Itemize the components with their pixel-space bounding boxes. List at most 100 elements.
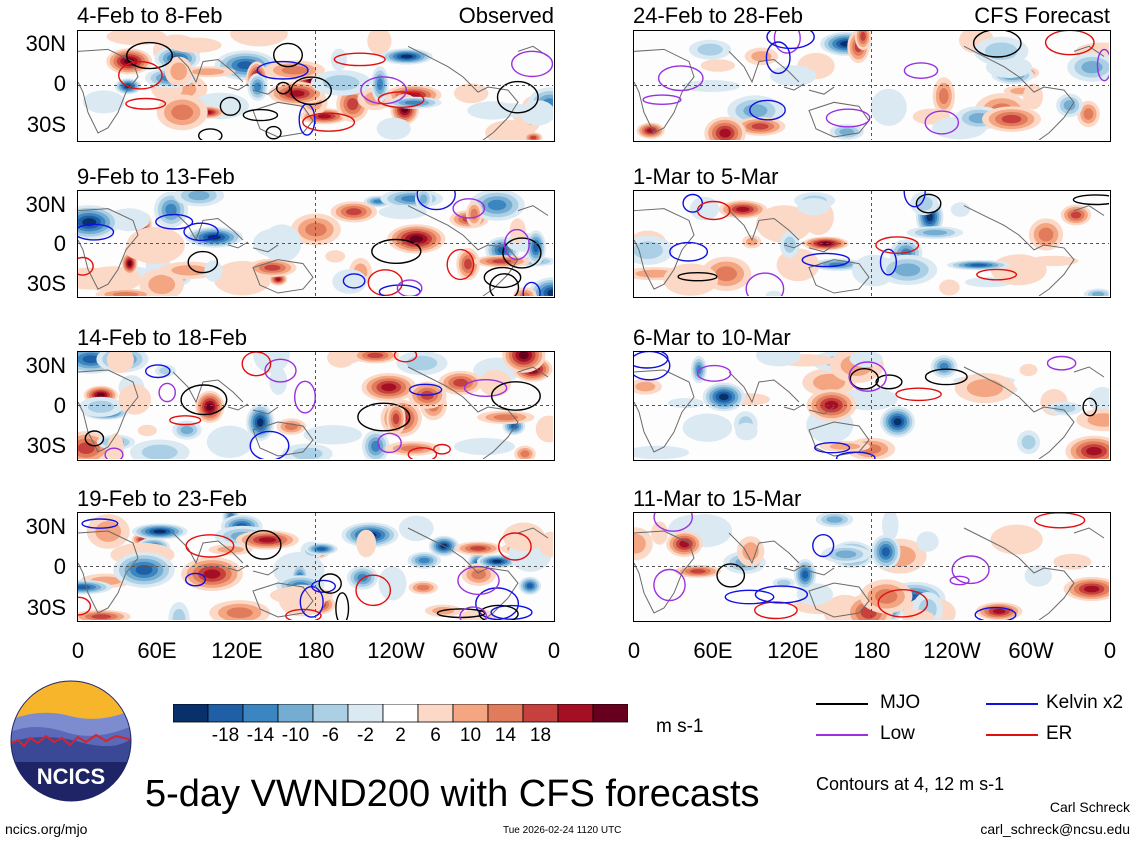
author-email: carl_schreck@ncsu.edu — [980, 821, 1130, 837]
anomaly-blob — [378, 205, 427, 220]
anomaly-blob — [171, 104, 194, 121]
contour-line — [1046, 355, 1077, 371]
anomaly-blob — [118, 384, 152, 415]
anomaly-blob — [1087, 413, 1109, 427]
anomaly-blob — [470, 546, 486, 551]
legend-label-kelvin: Kelvin x2 — [1046, 692, 1124, 713]
contour-line — [104, 447, 124, 459]
anomaly-blob — [303, 425, 363, 445]
anomaly-blob — [509, 218, 526, 244]
contour-line — [245, 530, 282, 560]
contour-line — [716, 563, 746, 588]
contour-line — [355, 574, 392, 607]
contour-line — [696, 364, 732, 382]
anomaly-blob — [751, 123, 769, 130]
anomaly-field — [636, 31, 1109, 140]
contour-line — [974, 606, 1017, 620]
anomaly-blob — [91, 614, 112, 619]
anomaly-blob — [464, 258, 472, 270]
coastline — [517, 366, 549, 378]
legend-line-mjo — [816, 703, 868, 705]
anomaly-blob — [1091, 291, 1105, 296]
anomaly-blob — [292, 447, 323, 459]
anomaly-blob — [206, 403, 214, 411]
contour-line — [895, 387, 942, 402]
anomaly-blob — [682, 413, 733, 442]
anomaly-blob — [826, 516, 843, 523]
anomaly-blob — [275, 277, 281, 281]
anomaly-blob — [264, 264, 281, 271]
panel-source-label: Observed — [458, 3, 554, 28]
colorbar-swatch — [592, 704, 628, 723]
contour-line — [825, 108, 871, 128]
contour-line — [773, 31, 801, 54]
coastline — [407, 527, 519, 620]
anomaly-blob — [493, 103, 531, 118]
coastline — [78, 48, 139, 134]
contour-line — [1072, 194, 1109, 206]
anomaly-blob — [106, 31, 167, 46]
contour-line — [275, 81, 291, 95]
contour-line — [242, 108, 279, 122]
anomaly-blob — [535, 415, 553, 443]
contour-line — [766, 31, 815, 50]
panel-source-label: CFS Forecast — [974, 3, 1110, 28]
anomaly-blob — [203, 569, 221, 579]
timestamp: Tue 2026-02-24 1120 UTC — [503, 825, 622, 836]
anomaly-blob — [454, 438, 515, 455]
colorbar-swatch — [347, 704, 384, 723]
anomaly-blob — [367, 31, 392, 55]
contour-line — [78, 596, 92, 616]
panel-title: 9-Feb to 13-Feb — [77, 164, 235, 189]
anomaly-blob — [78, 442, 95, 454]
anomaly-blob — [1023, 83, 1043, 110]
anomaly-blob — [797, 198, 831, 216]
contour-line — [463, 379, 508, 398]
anomaly-blob — [137, 424, 157, 437]
contour-line — [497, 532, 532, 561]
anomaly-blob — [141, 444, 178, 459]
anomaly-blob — [634, 533, 646, 554]
anomaly-blob — [479, 369, 512, 397]
contour-line — [669, 241, 709, 262]
x-tick-label: 60W — [1008, 638, 1054, 663]
contour-line — [185, 534, 235, 558]
coastline — [634, 530, 695, 614]
contour-line — [1082, 397, 1098, 417]
anomaly-blob — [471, 569, 487, 580]
legend-label-er: ER — [1046, 723, 1073, 744]
contour-line — [265, 125, 282, 140]
anomaly-blob — [1063, 100, 1076, 111]
contour-line — [145, 364, 171, 379]
contour-line — [272, 42, 303, 68]
map-panel — [633, 351, 1111, 461]
contour-line — [765, 41, 791, 75]
contour-line — [903, 62, 939, 79]
coastline — [227, 83, 279, 95]
contour-line — [219, 96, 241, 116]
colorbar-tick-label: 14 — [494, 725, 517, 746]
contour-line — [496, 80, 539, 114]
anomaly-blob — [230, 31, 288, 47]
coastline — [172, 210, 244, 242]
contour-line — [749, 99, 786, 121]
contour-line — [875, 236, 920, 254]
anomaly-blob — [718, 393, 729, 401]
x-tick-label: 60E — [693, 638, 733, 663]
contour-line — [183, 222, 219, 242]
coastline — [78, 208, 139, 290]
contour-line — [158, 382, 176, 403]
anomaly-blob — [901, 609, 935, 620]
panel-title: 1-Mar to 5-Mar — [633, 164, 779, 189]
anomaly-blob — [82, 90, 125, 114]
anomaly-blob — [254, 82, 261, 92]
coastline — [808, 421, 870, 457]
anomaly-blob — [679, 540, 690, 548]
anomaly-blob — [1001, 114, 1022, 124]
anomaly-blob — [278, 584, 325, 617]
coastline — [407, 366, 519, 459]
anomaly-blob — [112, 292, 139, 296]
contour-line — [342, 273, 366, 289]
contour-line — [378, 284, 421, 296]
ncics-logo-icon: NCICS — [10, 680, 132, 802]
